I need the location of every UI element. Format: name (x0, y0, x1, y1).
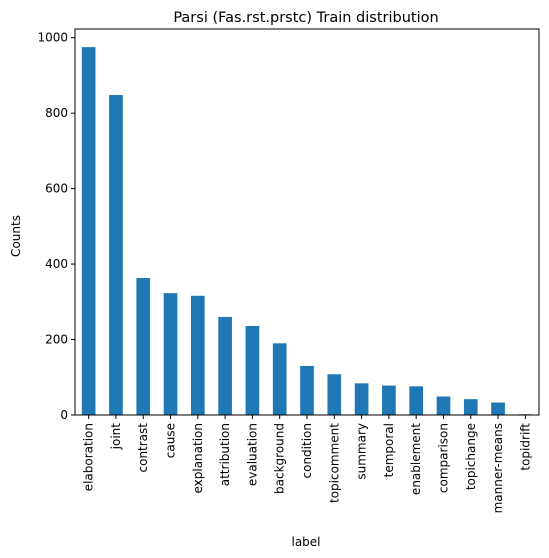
y-tick-label: 200 (45, 333, 68, 347)
x-tick-label: attribution (218, 423, 232, 486)
x-tick-label: cause (164, 423, 178, 458)
y-tick-label: 600 (45, 182, 68, 196)
x-tick-label: evaluation (245, 423, 259, 486)
y-tick-label: 1000 (37, 31, 68, 45)
bar-background (272, 343, 287, 415)
x-axis-label: label (291, 535, 320, 549)
bar-explanation (191, 295, 205, 415)
bar-topicomment (327, 374, 342, 415)
x-tick-label: joint (109, 423, 123, 451)
x-tick-label: manner-means (491, 423, 505, 513)
x-tick-label: summary (355, 423, 369, 480)
bar-evaluation (245, 325, 260, 415)
x-tick-label: explanation (191, 423, 205, 494)
bar-enablement (409, 386, 423, 415)
x-tick-label: topicomment (327, 423, 341, 503)
x-tick-label: enablement (409, 423, 423, 495)
bar-summary (354, 383, 369, 415)
x-tick-label: topidrift (518, 423, 532, 471)
x-tick-label: comparison (436, 423, 450, 493)
bar-cause (163, 293, 178, 415)
bar-attribution (218, 316, 232, 415)
x-tick-label: temporal (382, 423, 396, 477)
bar-manner-means (491, 402, 505, 415)
y-axis-label: Counts (9, 215, 23, 257)
x-tick-label: background (273, 423, 287, 494)
plot-frame (74, 28, 540, 416)
x-tick-label: condition (300, 423, 314, 478)
y-axis-ticks: 0 200 400 600 800 1000 (37, 31, 75, 422)
x-tick-label: topichange (464, 423, 478, 490)
y-tick-label: 400 (45, 257, 68, 271)
bar-joint (109, 95, 123, 415)
bar-topichange (463, 399, 478, 415)
y-tick-label: 800 (45, 106, 68, 120)
x-axis-ticks: elaboration joint contrast cause explanation… (82, 415, 532, 513)
bar-comparison (436, 396, 451, 415)
chart-title: Parsi (Fas.rst.prstc) Train distribution (173, 10, 438, 26)
bars-group (81, 47, 533, 415)
bar-contrast (136, 278, 151, 415)
bar-elaboration (81, 47, 96, 415)
bar-temporal (382, 385, 396, 415)
y-tick-label: 0 (60, 408, 68, 422)
x-tick-label: elaboration (82, 423, 96, 491)
bar-condition (300, 365, 314, 415)
x-tick-label: contrast (136, 423, 150, 473)
